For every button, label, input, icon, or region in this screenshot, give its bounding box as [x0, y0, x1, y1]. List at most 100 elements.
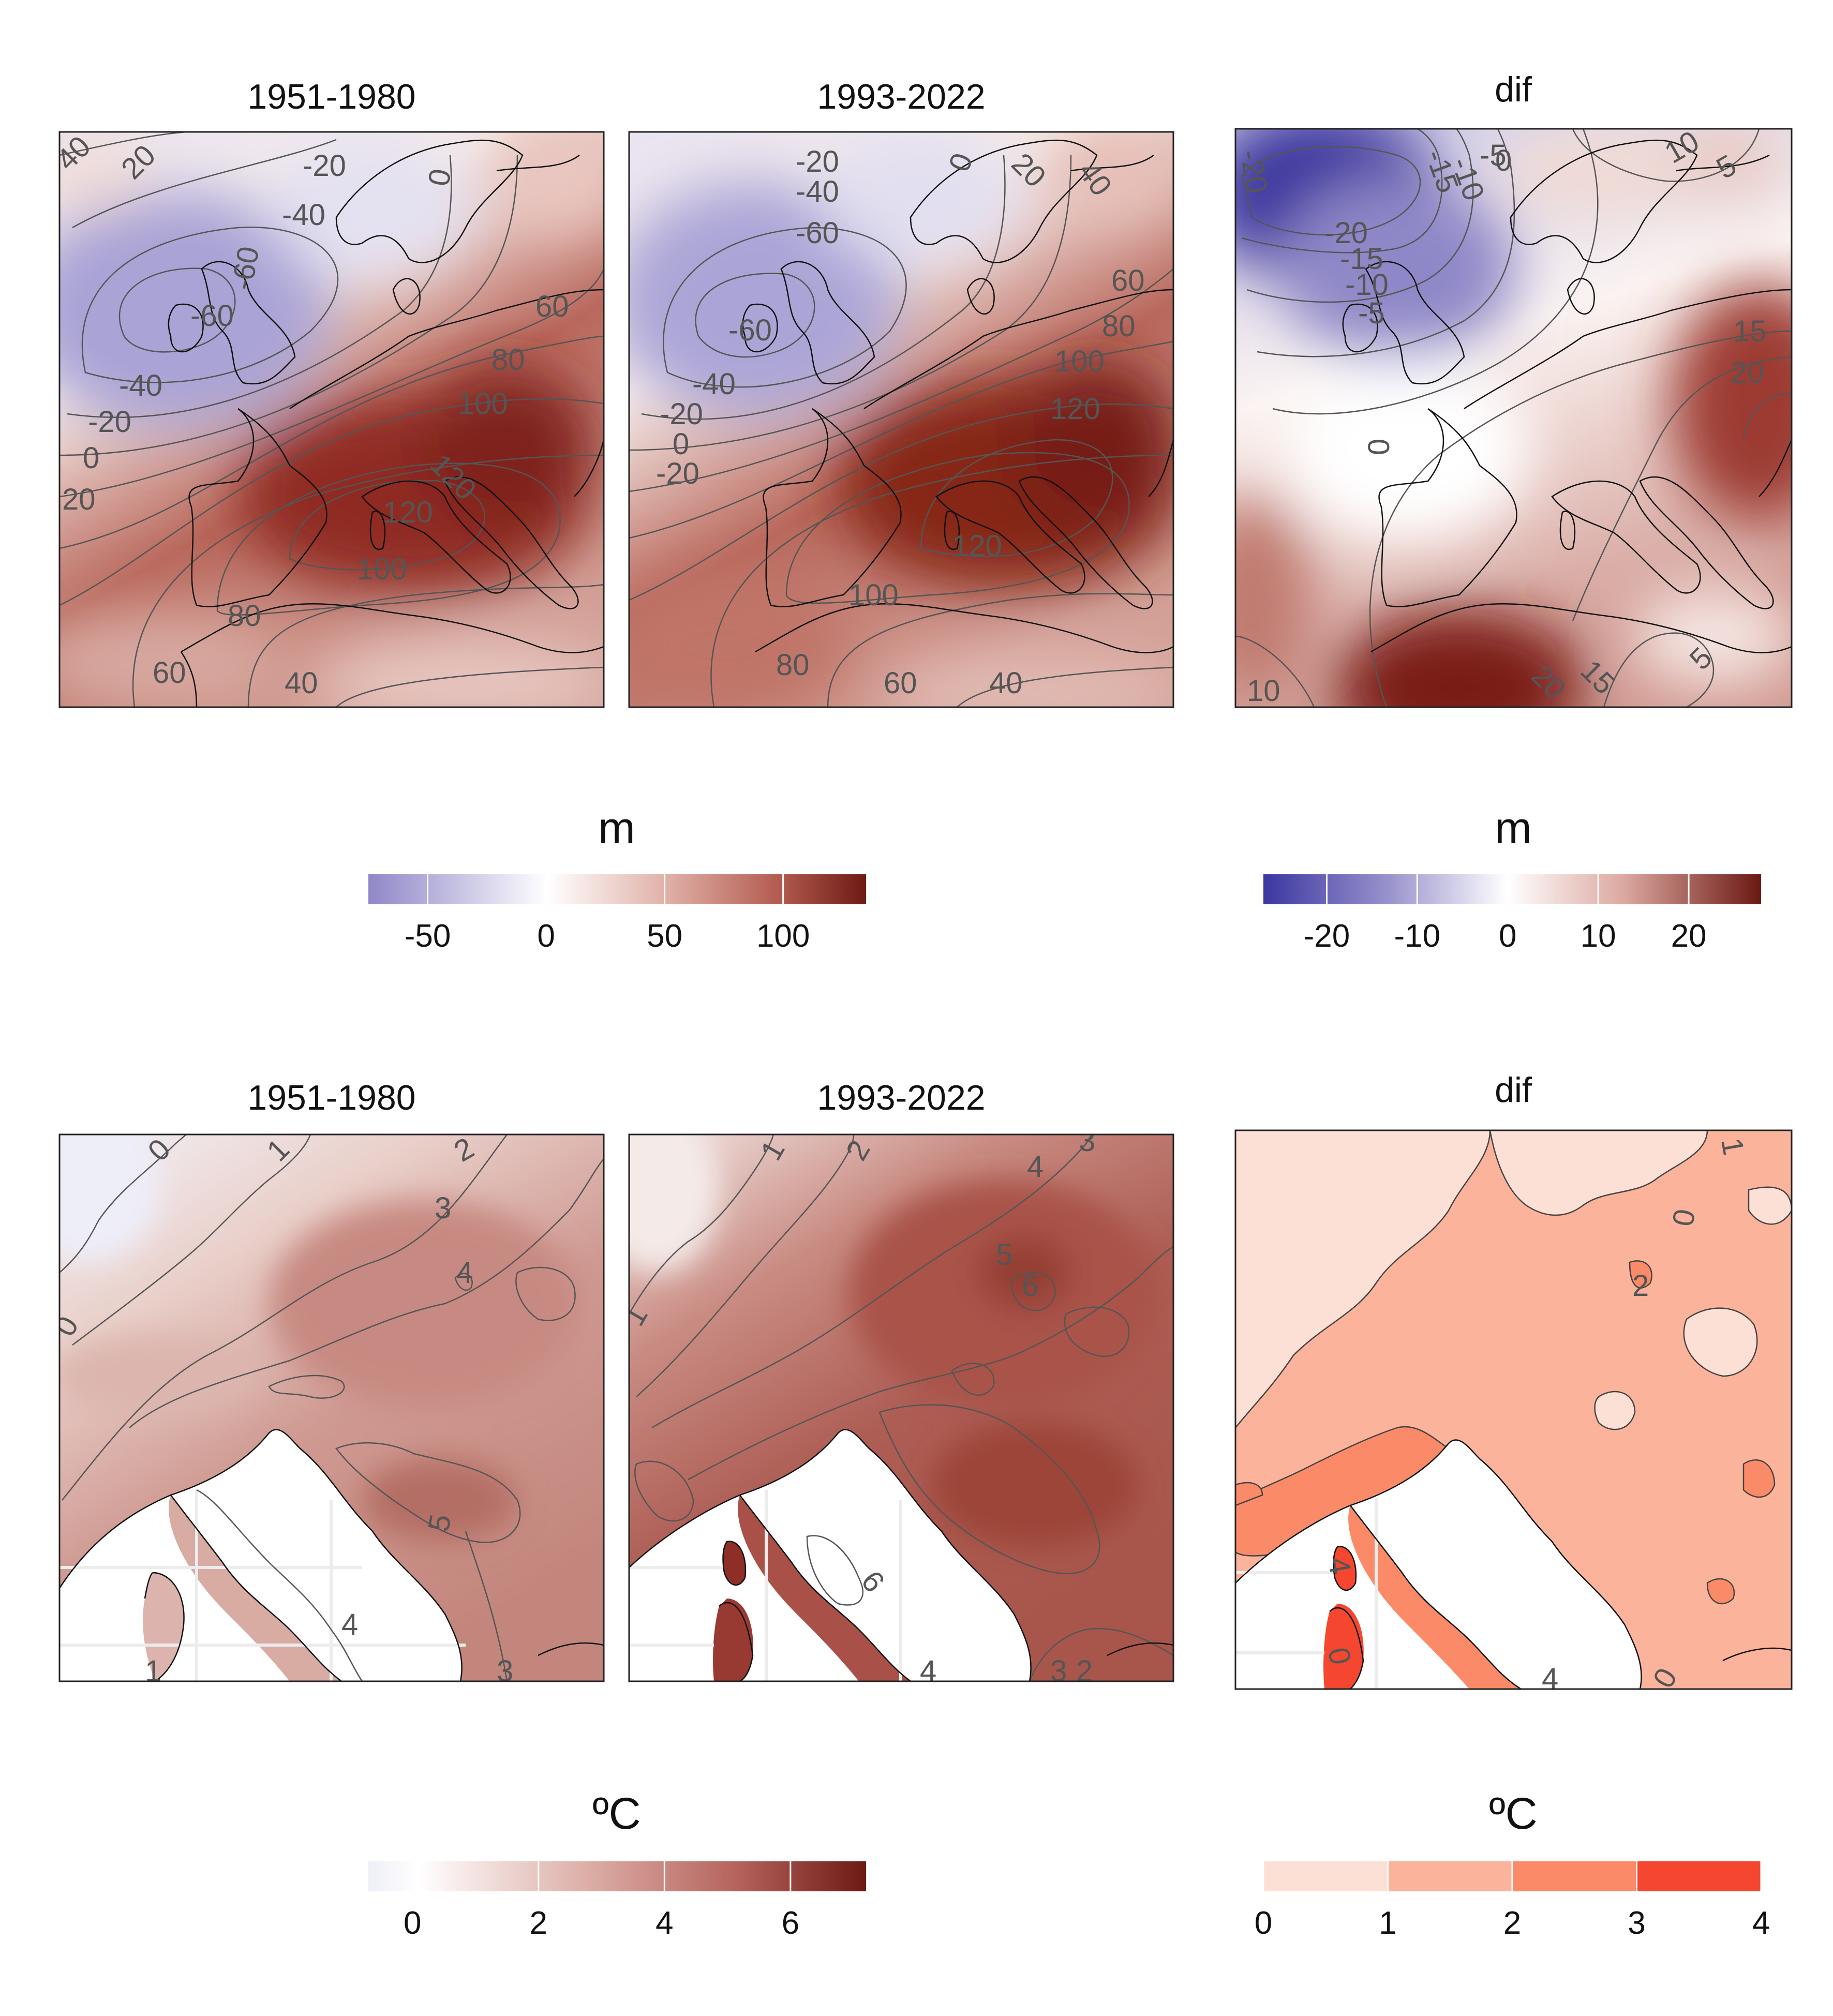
contour-label: 3 — [435, 1191, 451, 1225]
contour-label: -20 — [1233, 147, 1274, 196]
contour-lines — [59, 132, 604, 707]
panel-title: 1951-1980 — [247, 1078, 415, 1117]
contour-label: 80 — [776, 648, 810, 682]
contour-label: 100 — [1054, 345, 1105, 378]
panel-title: 1951-1980 — [247, 77, 415, 116]
contour-label: 3 — [1050, 1654, 1067, 1688]
contour-label: 60 — [535, 290, 569, 323]
contour-lines — [629, 1134, 1173, 1681]
contour-label: -20 — [88, 405, 131, 439]
colorbar-temp-absolute: ºC 0 2 4 6 — [368, 1789, 866, 1941]
map-panel-z500-dif: dif — [1233, 70, 1793, 708]
contour-label: -10 — [1345, 268, 1389, 302]
colorbar-unit-label: ºC — [1489, 1789, 1538, 1839]
contour-label: 4 — [1542, 1662, 1558, 1696]
colorbar-tick-label: 10 — [1581, 918, 1616, 954]
contour-label: 100 — [357, 552, 407, 586]
contour-label: 4 — [341, 1608, 358, 1641]
contour-label: -5 — [1358, 296, 1385, 330]
map-panel-temp-1993-2022: 1993-2022 — [628, 1078, 1174, 1688]
contour-label: -5 — [1480, 139, 1507, 172]
map-panel-z500-1951-1980: 1951-1980 — [58, 77, 605, 708]
contour-label: 100 — [848, 578, 899, 612]
coastlines — [629, 1429, 1173, 1681]
colorbar-z500-absolute: m -50 0 50 100 — [368, 803, 866, 954]
panel-frame — [1234, 128, 1793, 708]
colorbar-tick-label: 20 — [1671, 918, 1707, 954]
contour-label: 40 — [989, 666, 1023, 700]
contour-label: 2 — [1076, 1654, 1093, 1688]
contour-label: 60 — [884, 666, 917, 700]
colorbar-z500-dif: m -20 -10 0 10 20 — [1263, 803, 1761, 954]
contour-label: -20 — [660, 397, 703, 431]
colorbar-tick-label: -10 — [1394, 918, 1441, 954]
contour-label: 60 — [1111, 264, 1145, 297]
contour-label: 3 — [497, 1654, 513, 1688]
panel-frame — [628, 131, 1174, 708]
panel-frame — [58, 1133, 605, 1682]
field-shading: -20 -15 -10 -5 0 -20 -15 -10 -5 10 5 15 … — [1233, 129, 1792, 707]
contour-label: 6 — [1022, 1269, 1038, 1303]
contour-label: -40 — [796, 175, 839, 208]
colorbar-unit-label: ºC — [592, 1789, 641, 1839]
colorbar-tick-label: 100 — [756, 918, 810, 954]
contour-label: -60 — [190, 299, 234, 333]
field-shading: -20 -40 -60 -60 -40 -20 0 -20 0 20 40 60… — [629, 132, 1173, 707]
contour-label: -20 — [1324, 216, 1368, 250]
panel-frame — [1234, 1129, 1793, 1690]
colorbar-tick-label: 3 — [1628, 1905, 1645, 1941]
colorbar-tick-label: 0 — [537, 918, 555, 954]
coastlines — [1235, 1439, 1792, 1689]
colorbar-ticks: -50 0 50 100 — [405, 874, 810, 954]
contour-label: 100 — [458, 387, 508, 421]
contour-label: 15 — [1733, 315, 1767, 348]
contour-label: 80 — [1102, 309, 1136, 343]
colorbar-tick-label: 0 — [1499, 918, 1516, 954]
contour-label: 4 — [920, 1654, 936, 1688]
colorbar-tick-label: 0 — [1255, 1905, 1272, 1941]
colorbar-unit-label: m — [1495, 803, 1532, 853]
colorbar-tick-label: 6 — [782, 1905, 799, 1941]
contour-label: 60 — [153, 656, 186, 690]
contour-label: 120 — [952, 529, 1002, 563]
colorbar-block — [1636, 1861, 1761, 1891]
contour-label: -40 — [692, 367, 736, 401]
contour-label: -60 — [728, 313, 772, 347]
colorbar-tick-label: 4 — [1752, 1905, 1770, 1941]
map-panel-temp-1951-1980: 1951-1980 — [58, 1078, 605, 1688]
contour-label: 120 — [383, 496, 433, 529]
colorbar-tick-label: 2 — [530, 1905, 547, 1941]
contour-label: 3 — [1079, 1124, 1095, 1158]
panel-title: dif — [1495, 70, 1532, 109]
contour-label: -40 — [119, 369, 162, 402]
contour-label: 2 — [1632, 1269, 1649, 1303]
colorbar-temp-dif: ºC 0 1 2 3 4 — [1255, 1789, 1770, 1941]
coastlines — [59, 1429, 604, 1681]
colorbar-gradient — [368, 874, 866, 904]
contour-label: 4 — [456, 1256, 473, 1290]
contour-label: -40 — [282, 198, 325, 232]
field-shading: 1 2 3 4 5 6 1 6 4 3 2 — [629, 1124, 1173, 1688]
contour-label: 20 — [1731, 356, 1764, 390]
panel-title: dif — [1495, 1070, 1532, 1110]
contour-label: -20 — [303, 149, 346, 183]
colorbar-tick-label: 2 — [1503, 1905, 1521, 1941]
contour-label: 4 — [1027, 1150, 1044, 1184]
colorbar-ticks: -20 -10 0 10 20 — [1304, 874, 1707, 954]
contour-label: -60 — [225, 244, 266, 293]
coastlines — [168, 139, 604, 707]
panel-frame — [628, 1133, 1174, 1682]
contour-label: 5 — [996, 1238, 1012, 1272]
colorbar-discrete-blocks — [1263, 1861, 1761, 1891]
contour-lines — [59, 1134, 604, 1681]
contour-label: 0 — [1495, 144, 1512, 177]
contour-label: 1 — [145, 1654, 161, 1688]
contour-label: -20 — [796, 145, 839, 178]
map-panel-z500-1993-2022: 1993-2022 — [628, 77, 1174, 708]
contour-lines — [629, 155, 1173, 707]
colorbar-tick-label: 50 — [647, 918, 682, 954]
contour-label: -60 — [796, 216, 839, 250]
contour-label: 0 — [1362, 439, 1396, 455]
contour-label: 0 — [673, 427, 689, 461]
